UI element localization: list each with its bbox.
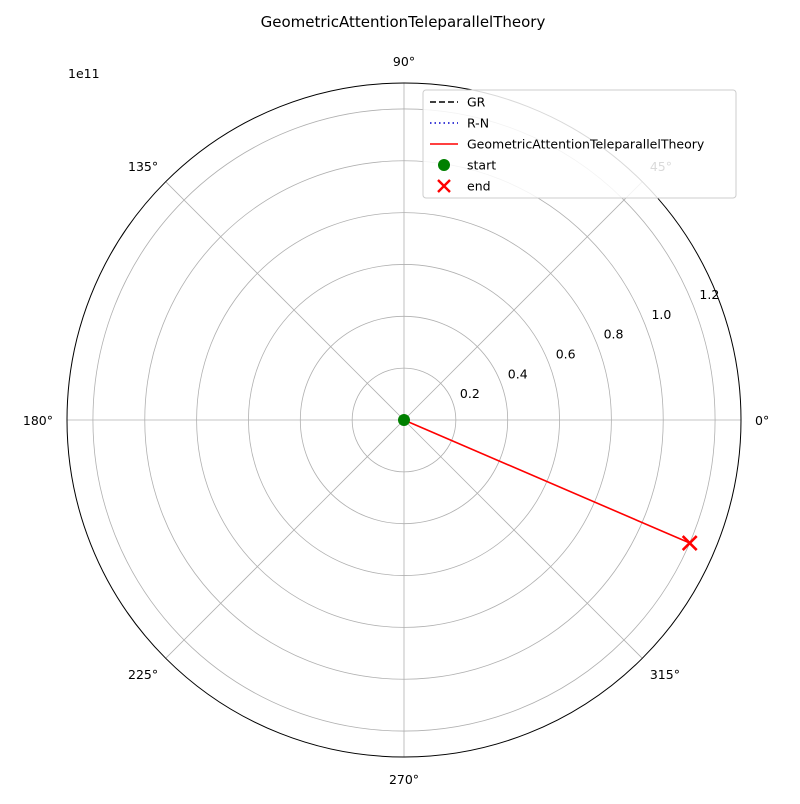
legend-label: end — [467, 179, 491, 194]
legend-label: GeometricAttentionTeleparallelTheory — [467, 137, 705, 152]
legend-label: R-N — [467, 116, 489, 131]
angular-tick-label: 0° — [755, 413, 769, 428]
legend-label: GR — [467, 95, 486, 110]
radial-tick-label: 0.2 — [460, 386, 480, 401]
angular-gridline — [403, 419, 643, 659]
radial-tick-label: 0.4 — [508, 366, 528, 381]
legend-swatch-start — [438, 159, 450, 171]
angular-tick-label: 90° — [393, 54, 415, 69]
angular-tick-label: 135° — [128, 159, 158, 174]
chart-title: GeometricAttentionTeleparallelTheory — [261, 13, 546, 31]
angular-tick-label: 315° — [650, 667, 680, 682]
radial-tick-label: 0.8 — [604, 327, 624, 342]
polar-frame — [66, 82, 742, 758]
angular-gridline — [165, 419, 405, 659]
legend-box — [422, 89, 737, 199]
legend: GR R-N GeometricAttentionTeleparallelTheor… — [422, 89, 737, 199]
data-layer — [398, 414, 698, 551]
radial-tick-label: 1.2 — [699, 287, 719, 302]
angular-gridline — [403, 181, 643, 421]
series-line — [403, 419, 691, 544]
grid — [66, 82, 742, 758]
end-marker — [681, 535, 698, 551]
angular-tick-label: 270° — [389, 772, 419, 787]
start-marker — [398, 414, 410, 426]
angular-gridline — [165, 181, 405, 421]
angular-tick-label: 225° — [128, 667, 158, 682]
radial-scale-label: 1e11 — [68, 66, 100, 81]
radial-tick-label: 0.6 — [556, 346, 576, 361]
legend-label: start — [467, 158, 496, 173]
angular-tick-label: 180° — [23, 413, 53, 428]
radial-tick-label: 1.0 — [651, 307, 671, 322]
legend-swatch-end — [437, 179, 451, 193]
